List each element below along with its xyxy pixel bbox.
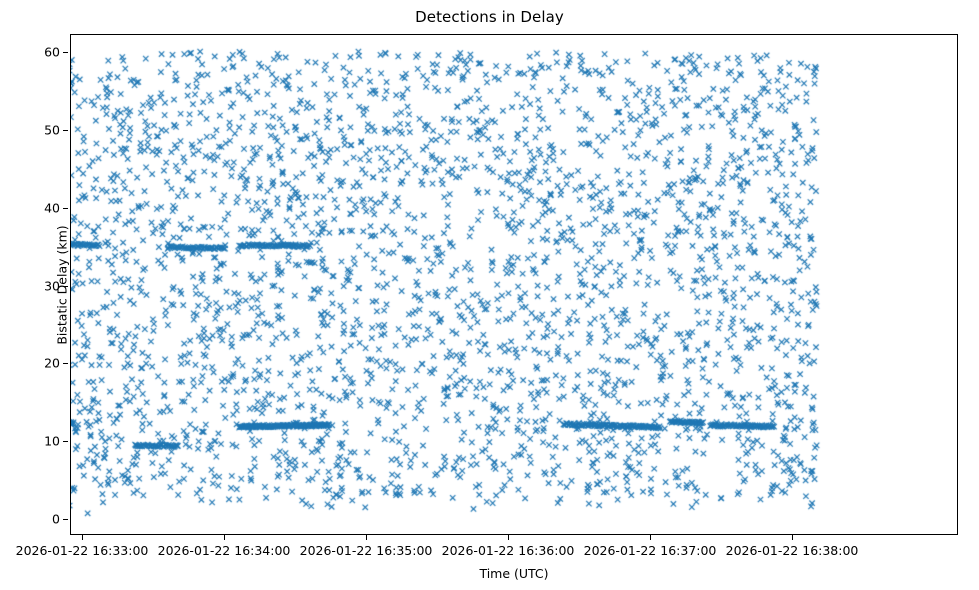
scatter-plot-canvas — [71, 35, 957, 534]
y-axis-label-host: Bistatic Delay (km) — [14, 34, 70, 535]
y-axis-tick-labels: 0 10 20 30 40 50 60 — [22, 0, 60, 590]
y-tick-label: 20 — [44, 355, 60, 371]
x-tick-mark — [650, 535, 652, 540]
x-tick-label: 2026-01-22 16:33:00 — [15, 543, 149, 558]
y-tick-mark — [63, 519, 68, 521]
x-axis-label: Time (UTC) — [479, 566, 549, 581]
x-tick-label: 2026-01-22 16:38:00 — [725, 543, 859, 558]
x-tick-mark — [792, 535, 794, 540]
y-tick-label: 10 — [44, 433, 60, 449]
x-tick-mark — [508, 535, 510, 540]
x-tick-label: 2026-01-22 16:34:00 — [157, 543, 291, 558]
x-tick-label: 2026-01-22 16:36:00 — [441, 543, 575, 558]
y-tick-label: 50 — [44, 122, 60, 138]
x-tick-label: 2026-01-22 16:37:00 — [583, 543, 717, 558]
chart-title: Detections in Delay — [415, 8, 564, 26]
x-tick-mark — [366, 535, 368, 540]
y-tick-label: 30 — [44, 278, 60, 293]
y-tick-label: 40 — [44, 200, 60, 216]
x-tick-label: 2026-01-22 16:35:00 — [299, 543, 433, 558]
y-tick-mark — [63, 207, 68, 209]
y-tick-label: 60 — [44, 44, 60, 60]
y-tick-mark — [63, 285, 68, 287]
y-tick-mark — [63, 129, 68, 131]
x-tick-mark — [224, 535, 226, 540]
x-tick-mark — [82, 535, 84, 540]
y-tick-label: 0 — [52, 511, 60, 527]
y-tick-mark — [63, 52, 68, 54]
y-tick-mark — [63, 363, 68, 365]
plot-axes — [70, 34, 958, 535]
y-tick-mark — [63, 441, 68, 443]
